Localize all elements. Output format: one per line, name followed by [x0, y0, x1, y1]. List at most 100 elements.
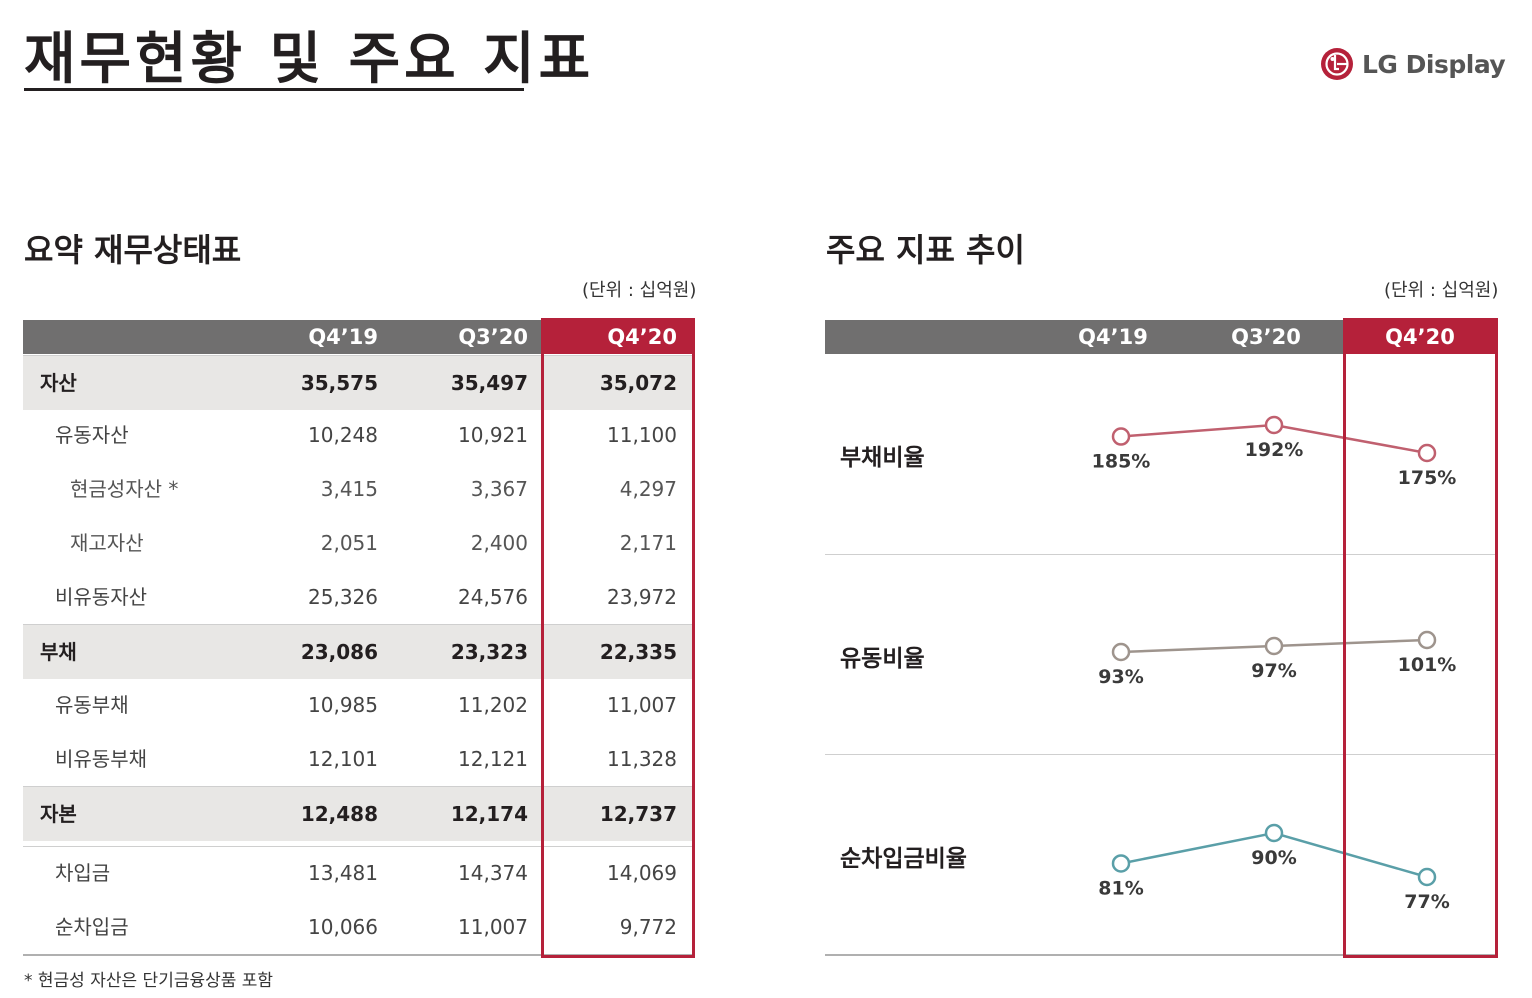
data-label: 97% [1251, 660, 1296, 682]
row-value: 12,121 [458, 747, 528, 771]
r-col-head-q419: Q4’19 [1078, 325, 1148, 349]
row-label: 차입금 [55, 861, 111, 885]
row-value: 10,985 [308, 693, 378, 717]
row-label: 부채 [40, 640, 77, 664]
table-row: 자산 35,575 35,497 35,072 [23, 355, 693, 410]
data-point [1417, 867, 1437, 887]
row-value: 11,007 [607, 693, 677, 717]
row-value: 10,066 [308, 915, 378, 939]
data-label: 90% [1251, 847, 1296, 869]
row-label: 유동자산 [55, 423, 129, 447]
table-row: 비유동자산 25,326 24,576 23,972 [23, 570, 693, 624]
data-point [1417, 630, 1437, 650]
row-label: 비유동부채 [55, 747, 147, 771]
row-label: 비유동자산 [55, 585, 147, 609]
col-head-q420: Q4’20 [607, 325, 677, 349]
row-value: 14,069 [607, 861, 677, 885]
row-value: 11,202 [458, 693, 528, 717]
lg-display-logo: LG Display [1320, 46, 1506, 82]
row-value: 4,297 [619, 477, 677, 501]
row-separator [23, 846, 693, 847]
row-value: 14,374 [458, 861, 528, 885]
r-col-head-q420: Q4’20 [1385, 325, 1455, 349]
row-label: 유동부채 [55, 693, 129, 717]
data-point [1111, 854, 1131, 873]
highlight-column-box [541, 318, 695, 958]
row-value: 2,400 [470, 531, 528, 555]
title-underline [24, 88, 524, 91]
table-bottom-line [23, 954, 693, 956]
data-label: 175% [1398, 467, 1457, 489]
metric-label-net-debt-ratio: 순차입금비율 [840, 846, 967, 872]
data-label: 81% [1098, 877, 1143, 899]
row-value: 9,772 [619, 915, 677, 939]
balance-sheet-title: 요약 재무상태표 [24, 231, 242, 269]
indicators-highlight-header [1344, 318, 1497, 354]
metric-label-current-ratio: 유동비율 [840, 646, 925, 672]
row-value: 11,007 [458, 915, 528, 939]
row-value: 3,415 [320, 477, 378, 501]
table-row: 비유동부채 12,101 12,121 11,328 [23, 732, 693, 786]
indicators-bottom-line [825, 954, 1497, 956]
balance-sheet-unit: (단위 : 십억원) [582, 280, 697, 301]
table-row: 순차입금 10,066 11,007 9,772 [23, 900, 693, 954]
row-value: 12,488 [300, 802, 378, 826]
data-label: 77% [1404, 891, 1449, 913]
table-row: 부채 23,086 23,323 22,335 [23, 624, 693, 679]
row-value: 12,101 [308, 747, 378, 771]
row-value: 22,335 [599, 640, 677, 664]
table-row: 자본 12,488 12,174 12,737 [23, 786, 693, 841]
data-label: 101% [1398, 654, 1457, 676]
row-value: 35,575 [300, 371, 378, 395]
table-row: 재고자산 2,051 2,400 2,171 [23, 516, 693, 570]
indicator-separator [825, 754, 1497, 755]
data-label: 93% [1098, 666, 1143, 688]
data-label: 192% [1245, 439, 1304, 461]
table-row: 유동자산 10,248 10,921 11,100 [23, 408, 693, 462]
data-point [1111, 427, 1131, 446]
indicators-highlight-box [1343, 318, 1498, 958]
row-value: 11,100 [607, 423, 677, 447]
col-head-q419: Q4’19 [308, 325, 378, 349]
data-point [1264, 636, 1284, 656]
r-col-head-q320: Q3’20 [1231, 325, 1301, 349]
row-value: 11,328 [607, 747, 677, 771]
row-label: 재고자산 [70, 531, 144, 555]
lg-logo-icon [1321, 48, 1353, 80]
metric-label-debt-ratio: 부채비율 [840, 445, 925, 471]
data-point [1264, 415, 1284, 435]
row-value: 23,323 [450, 640, 528, 664]
data-label: 185% [1092, 451, 1151, 473]
row-value: 35,072 [599, 371, 677, 395]
row-value: 23,086 [300, 640, 378, 664]
row-value: 12,737 [599, 802, 677, 826]
table-row: 유동부채 10,985 11,202 11,007 [23, 678, 693, 732]
highlight-header [542, 318, 694, 354]
row-label: 순차입금 [55, 915, 129, 939]
row-label: 자산 [40, 371, 77, 395]
row-value: 2,171 [619, 531, 677, 555]
data-point [1264, 823, 1284, 843]
indicator-separator [825, 554, 1497, 555]
row-value: 10,248 [308, 423, 378, 447]
logo-text: LG Display [1362, 49, 1506, 79]
footnote: * 현금성 자산은 단기금융상품 포함 [24, 971, 274, 991]
row-value: 13,481 [308, 861, 378, 885]
row-value: 12,174 [450, 802, 528, 826]
row-value: 2,051 [320, 531, 378, 555]
indicators-title: 주요 지표 추이 [826, 231, 1025, 269]
row-value: 24,576 [458, 585, 528, 609]
row-value: 25,326 [308, 585, 378, 609]
row-value: 10,921 [458, 423, 528, 447]
table-row: 차입금 13,481 14,374 14,069 [23, 846, 693, 900]
data-point [1417, 443, 1437, 463]
row-value: 35,497 [450, 371, 528, 395]
data-point [1111, 642, 1131, 662]
row-label: 현금성자산 * [70, 477, 179, 501]
indicators-unit: (단위 : 십억원) [1384, 280, 1499, 301]
row-value: 23,972 [607, 585, 677, 609]
col-head-q320: Q3’20 [458, 325, 528, 349]
row-value: 3,367 [470, 477, 528, 501]
row-label: 자본 [40, 802, 77, 826]
